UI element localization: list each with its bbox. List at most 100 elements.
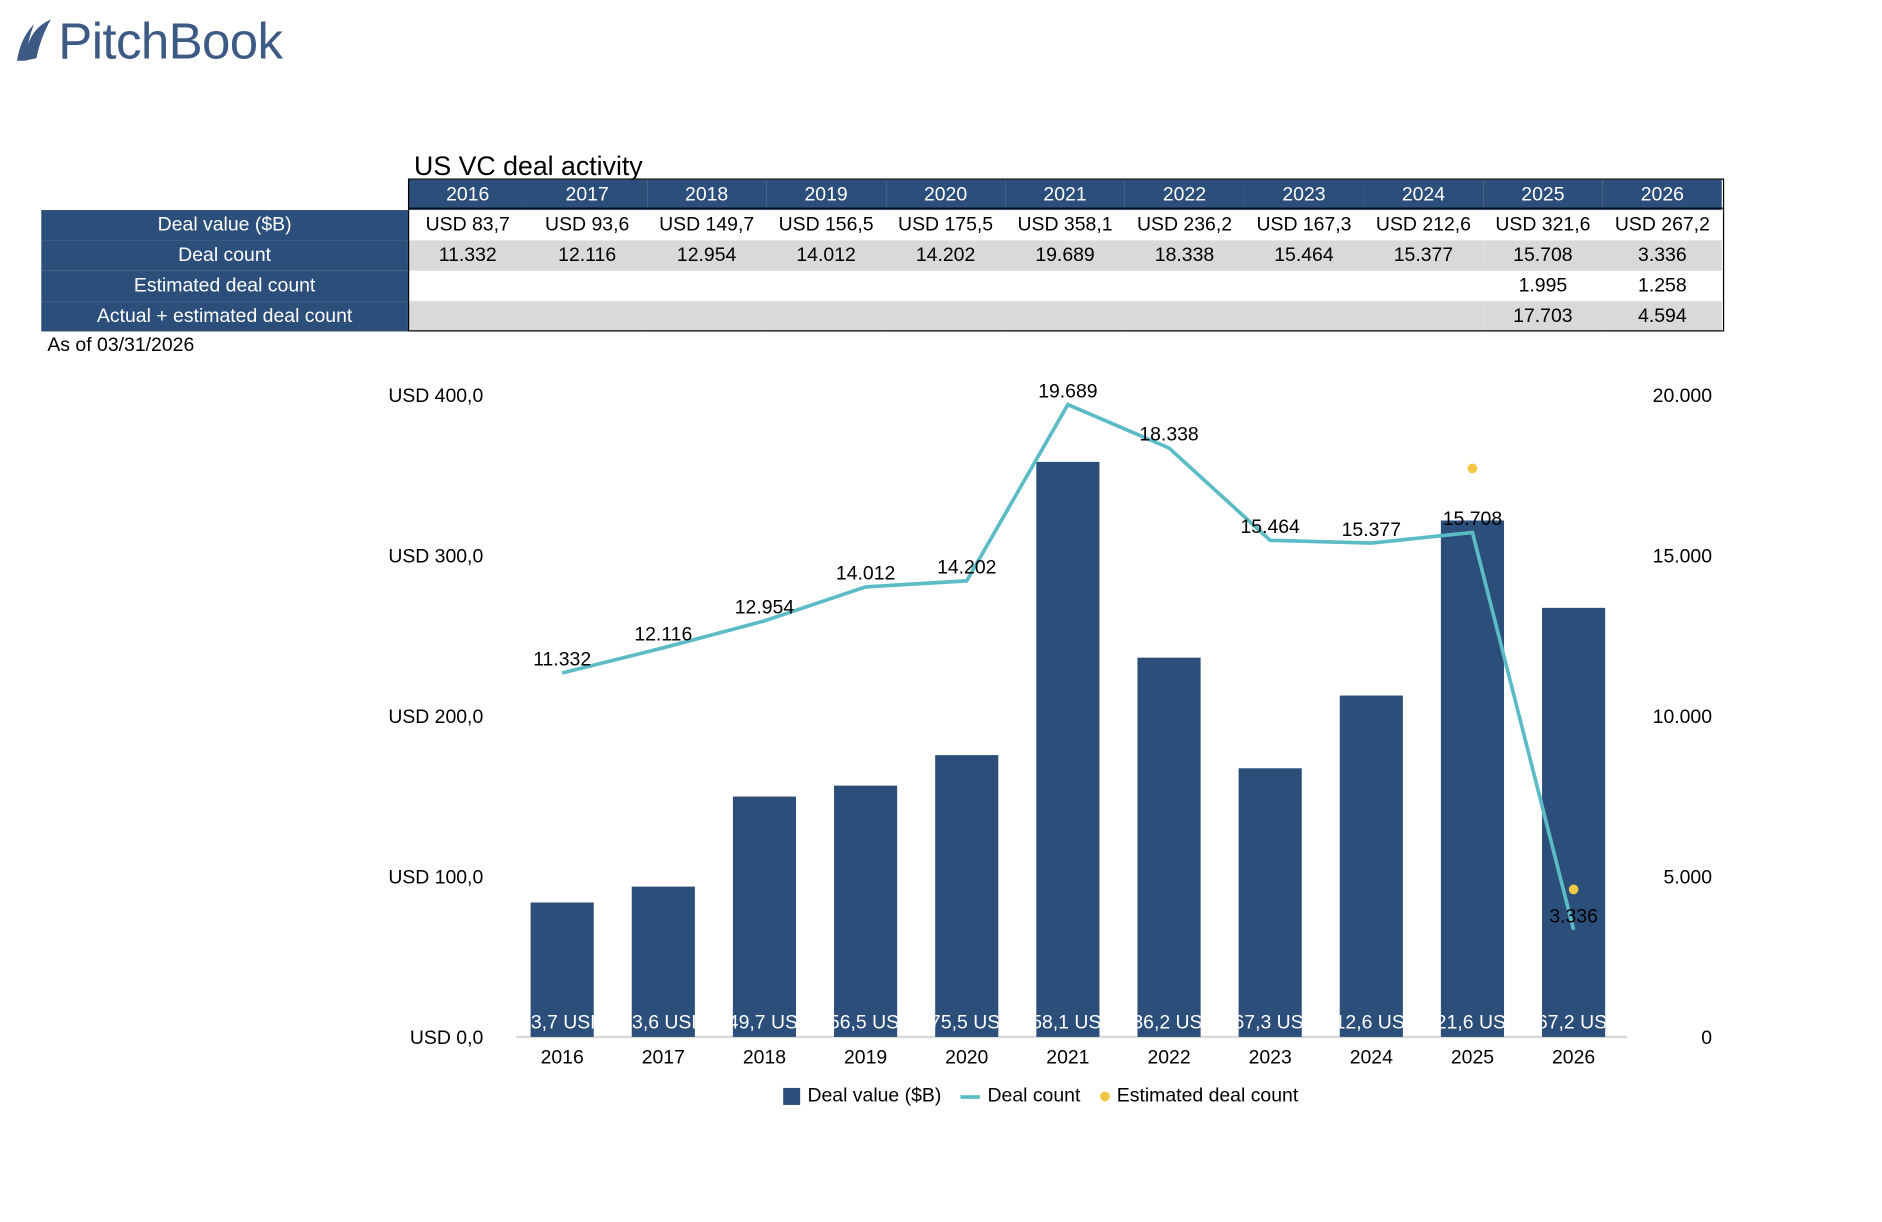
legend-swatch-deal-count xyxy=(960,1094,981,1099)
quill-icon xyxy=(16,19,51,61)
legend-label: Deal value ($B) xyxy=(807,1085,942,1107)
table-header-row: 2016 2017 2018 2019 2020 2021 2022 2023 … xyxy=(41,179,1723,211)
table-row: Actual + estimated deal count 17.703 4.594 xyxy=(41,301,1723,332)
table-cell xyxy=(1005,301,1125,332)
x-axis-tick: 2024 xyxy=(1350,1047,1393,1069)
bar-2018 xyxy=(732,796,797,1037)
line-data-label: 11.332 xyxy=(533,649,591,671)
legend-label: Deal count xyxy=(987,1085,1081,1107)
table-cell: 14.202 xyxy=(885,240,1006,271)
x-axis-tick: 2026 xyxy=(1552,1047,1595,1069)
table-cell: 15.464 xyxy=(1244,240,1364,271)
table-cell: 17.703 xyxy=(1483,301,1603,332)
table-cell xyxy=(1124,301,1245,332)
x-axis-tick: 2022 xyxy=(1147,1047,1190,1069)
bar-2024 xyxy=(1339,695,1403,1037)
bar-2023 xyxy=(1238,768,1302,1037)
pitchbook-logo: PitchBook xyxy=(15,12,283,70)
row-label: Estimated deal count xyxy=(41,270,408,302)
table-cell xyxy=(1363,301,1484,332)
x-axis-tick: 2023 xyxy=(1249,1047,1292,1069)
year-header: 2023 xyxy=(1244,179,1364,211)
bar-2025 xyxy=(1440,520,1505,1037)
bar-data-label: 83,7 USD xyxy=(520,1011,604,1033)
estimated-deal-count-point xyxy=(1467,463,1478,474)
table-cell: 15.708 xyxy=(1483,240,1603,271)
left-axis-tick: USD 300,0 xyxy=(388,545,483,567)
table-cell: USD 267,2 xyxy=(1614,214,1710,235)
right-axis-tick: 20.000 xyxy=(1653,385,1713,407)
x-axis-tick: 2021 xyxy=(1046,1047,1089,1069)
table-cell: USD 83,7 xyxy=(425,214,510,235)
bar-data-label: 358,1 USD xyxy=(1020,1011,1115,1033)
bar-2026 xyxy=(1542,607,1606,1037)
bar-data-label: 167,3 USD xyxy=(1223,1011,1318,1033)
table-cell: 12.116 xyxy=(527,240,647,271)
table-cell: USD 93,6 xyxy=(545,214,630,235)
right-axis-tick: 0 xyxy=(1701,1027,1712,1049)
bar-2021 xyxy=(1036,461,1100,1037)
deal-count-line xyxy=(561,402,1576,931)
table-cell xyxy=(527,301,647,332)
table-cell: USD 236,2 xyxy=(1136,214,1233,235)
legend-swatch-estimated xyxy=(1099,1091,1110,1102)
bar-data-label: 212,6 USD xyxy=(1324,1011,1419,1033)
row-label: Deal value ($B) xyxy=(41,210,408,241)
chart-title: US VC deal activity xyxy=(414,150,643,181)
left-axis-tick: USD 400,0 xyxy=(388,385,483,407)
bar-2019 xyxy=(834,785,898,1037)
line-data-label: 12.954 xyxy=(735,597,795,619)
line-data-label: 15.464 xyxy=(1240,516,1300,538)
table-cell: 11.332 xyxy=(407,240,528,271)
table-cell: USD 156,5 xyxy=(778,214,874,235)
table-cell: 3.336 xyxy=(1602,240,1723,271)
year-header: 2018 xyxy=(646,179,767,211)
table-row: Estimated deal count 1.995 1.258 xyxy=(41,270,1722,302)
bar-data-label: 236,2 USD xyxy=(1122,1011,1217,1033)
bar-data-label: 321,6 USD xyxy=(1425,1011,1520,1033)
table-cell xyxy=(885,301,1006,332)
legend: Deal value ($B) Deal count Estimated dea… xyxy=(783,1085,1298,1107)
x-axis-tick: 2025 xyxy=(1451,1047,1494,1069)
table-cell: 15.377 xyxy=(1363,240,1484,271)
bar-2016 xyxy=(530,902,594,1037)
x-axis-tick: 2018 xyxy=(743,1047,786,1069)
left-axis-tick: USD 200,0 xyxy=(388,706,483,728)
bar-data-label: 149,7 USD xyxy=(717,1011,812,1033)
line-data-label: 15.708 xyxy=(1443,508,1502,530)
logo-text: PitchBook xyxy=(58,12,283,70)
legend-swatch-deal-value xyxy=(783,1087,801,1105)
table-cell: 18.338 xyxy=(1124,240,1245,271)
as-of-date: As of 03/31/2026 xyxy=(47,335,195,356)
line-data-label: 12.116 xyxy=(634,624,692,646)
table-cell: 4.594 xyxy=(1602,301,1723,332)
table-row: Deal value ($B) USD 83,7 USD 93,6 USD 149,7… xyxy=(41,210,1722,241)
year-header: 2019 xyxy=(766,179,886,211)
year-header: 2021 xyxy=(1005,179,1125,211)
estimated-deal-count-point xyxy=(1568,884,1579,895)
bar-data-label: 267,2 USD xyxy=(1526,1011,1621,1033)
line-data-label: 14.012 xyxy=(836,563,895,585)
line-data-label: 18.338 xyxy=(1139,424,1198,446)
year-header: 2022 xyxy=(1124,179,1245,211)
bar-data-label: 175,5 USD xyxy=(919,1011,1014,1033)
table-cell: 19.689 xyxy=(1005,240,1125,271)
x-axis-tick: 2016 xyxy=(541,1047,584,1069)
right-axis-tick: 15.000 xyxy=(1653,545,1713,567)
bar-2020 xyxy=(935,755,999,1037)
table-cell xyxy=(407,301,528,332)
line-data-label: 14.202 xyxy=(937,557,996,579)
bar-2022 xyxy=(1137,657,1201,1037)
x-axis-tick: 2020 xyxy=(945,1047,988,1069)
table-cell xyxy=(1244,301,1364,332)
table-cell: 14.012 xyxy=(766,240,886,271)
table-cell: 12.954 xyxy=(646,240,767,271)
year-header: 2020 xyxy=(885,179,1006,211)
right-axis-tick: 5.000 xyxy=(1663,867,1712,889)
legend-label: Estimated deal count xyxy=(1116,1085,1299,1107)
table-cell: USD 358,1 xyxy=(1017,214,1113,235)
bar-data-label: 156,5 USD xyxy=(818,1011,913,1033)
table-cell: USD 212,6 xyxy=(1375,214,1471,235)
